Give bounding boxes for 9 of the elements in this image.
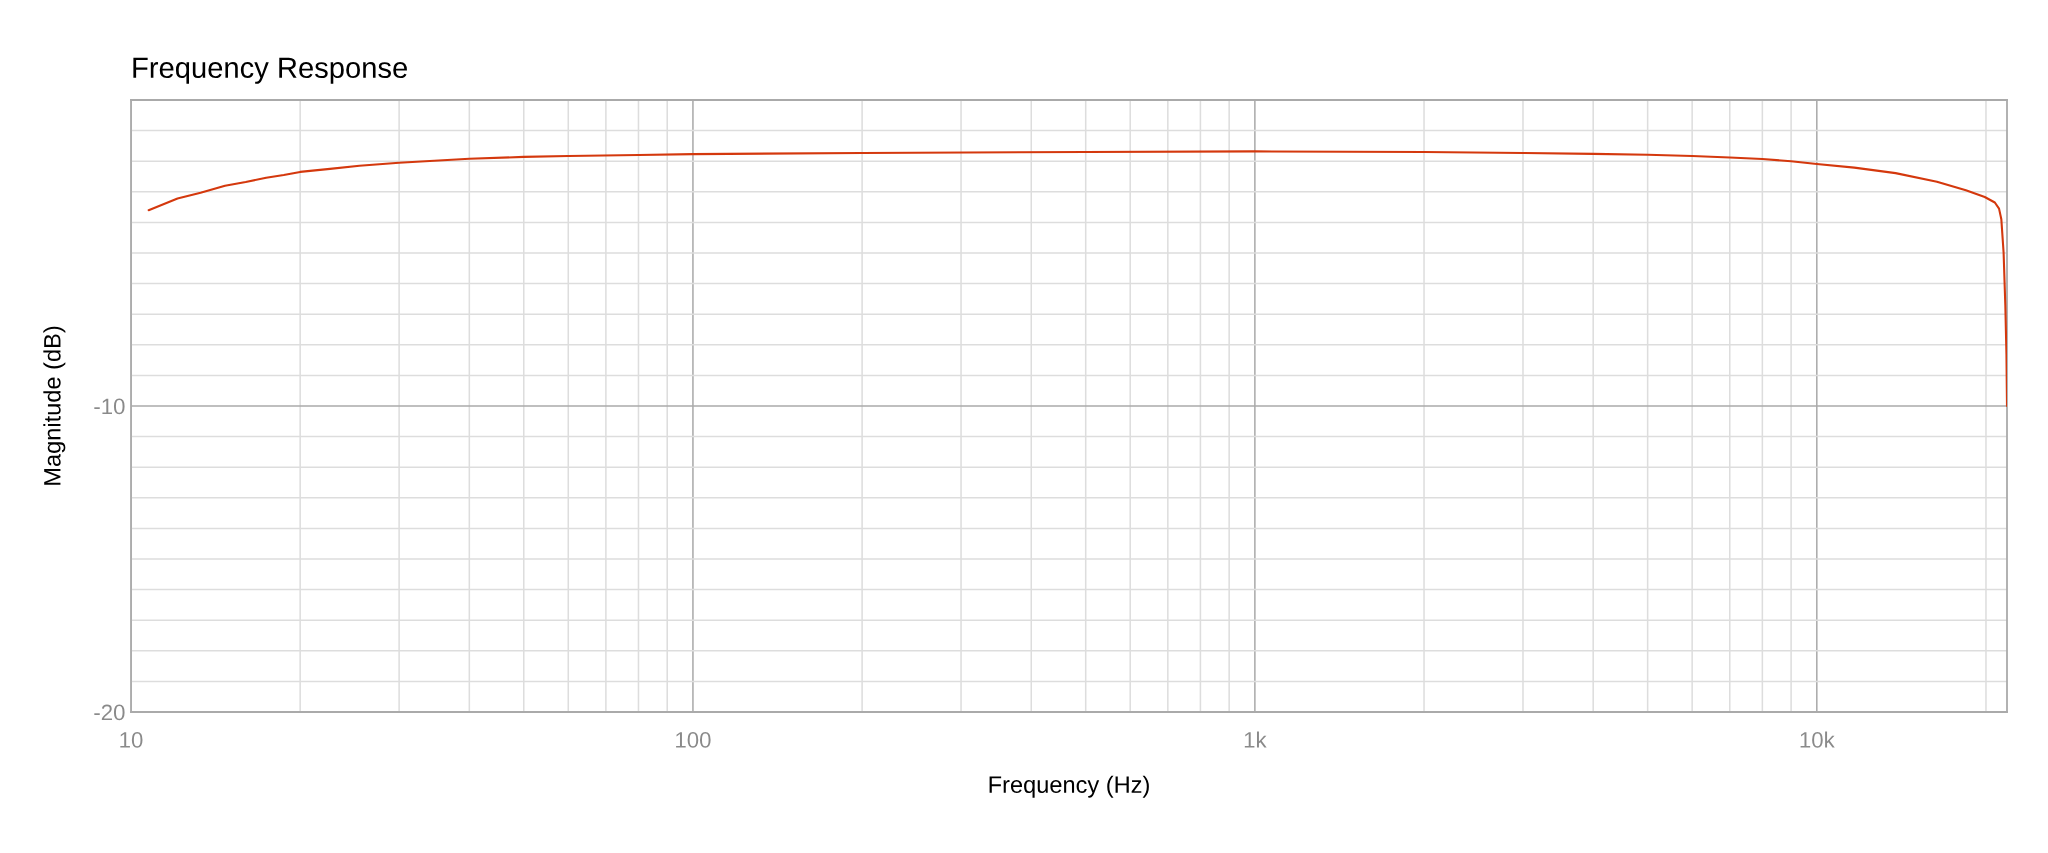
chart-title: Frequency Response (133, 57, 407, 84)
x-tick-label: 10k (1800, 731, 1835, 748)
x-tick-label: 10 (120, 732, 143, 748)
y-axis-title: Magnitude (dB) (43, 326, 66, 485)
y-tick-label: -20 (94, 704, 125, 721)
y-tick-label: -10 (94, 398, 125, 415)
x-tick-label: 100 (676, 732, 711, 748)
x-axis-title: Frequency (Hz) (989, 775, 1149, 798)
x-tick-label: 1k (1244, 731, 1267, 748)
